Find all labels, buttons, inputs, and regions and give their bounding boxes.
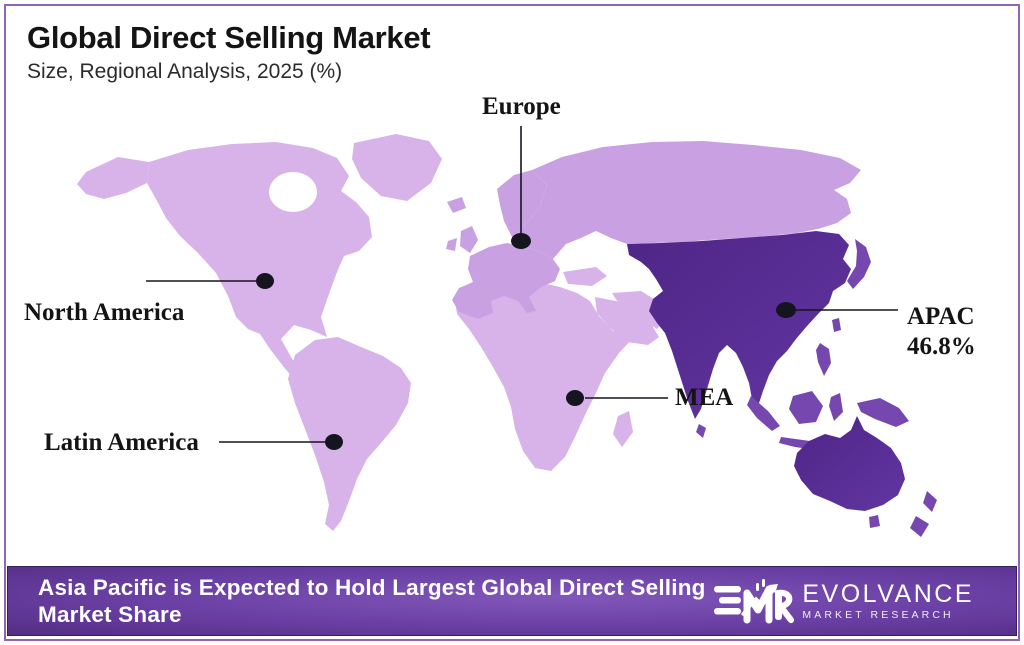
- region-borneo: [789, 391, 823, 424]
- region-japan: [847, 239, 871, 289]
- region-europe: [452, 243, 560, 319]
- region-philippines: [816, 343, 831, 376]
- footer-banner: Asia Pacific is Expected to Hold Largest…: [7, 566, 1017, 636]
- label-latin-america: Latin America: [44, 429, 199, 456]
- hudson-bay: [269, 172, 317, 212]
- region-tasmania: [869, 515, 880, 528]
- label-apac: APAC 46.8%: [907, 302, 976, 362]
- marker-dot-mea: [566, 390, 584, 406]
- region-sulawesi: [829, 393, 843, 421]
- region-australia: [794, 416, 905, 511]
- logo-brand: EVOLVANCE: [802, 579, 974, 608]
- region-iran: [612, 291, 665, 329]
- label-mea: MEA: [675, 384, 734, 411]
- emr-monogram-icon: [714, 579, 795, 624]
- region-turkey: [563, 267, 607, 286]
- region-new-zealand-north: [923, 491, 937, 512]
- region-iceland: [447, 197, 466, 213]
- region-russia: [513, 141, 861, 259]
- region-madagascar: [613, 411, 633, 447]
- region-sri-lanka: [696, 424, 706, 438]
- marker-dot-north-america: [256, 273, 274, 289]
- region-new-guinea: [857, 398, 909, 427]
- marker-dot-apac: [776, 302, 796, 318]
- region-north-america: [147, 142, 372, 389]
- region-new-zealand-south: [910, 516, 929, 537]
- region-greenland: [352, 134, 442, 201]
- logo-text: EVOLVANCE MARKET RESEARCH: [802, 579, 974, 621]
- region-scandinavia: [497, 170, 547, 239]
- page-title: Global Direct Selling Market: [27, 20, 431, 55]
- label-apac-value: 46.8%: [907, 333, 976, 360]
- region-taiwan: [832, 318, 841, 332]
- region-apac-asia: [627, 231, 851, 419]
- region-sumatra: [747, 396, 780, 431]
- region-latin-america: [288, 337, 411, 531]
- banner-headline: Asia Pacific is Expected to Hold Largest…: [38, 575, 706, 627]
- marker-dot-europe: [511, 233, 531, 249]
- region-ireland: [446, 238, 457, 251]
- label-europe: Europe: [482, 93, 561, 120]
- marker-dot-latin-america: [325, 434, 343, 450]
- region-uk: [460, 226, 478, 253]
- logo-tagline: MARKET RESEARCH: [802, 608, 954, 621]
- page-subtitle: Size, Regional Analysis, 2025 (%): [27, 60, 343, 83]
- region-arabia: [595, 297, 659, 345]
- evolvance-logo: EVOLVANCE MARKET RESEARCH: [712, 576, 974, 626]
- region-alaska: [77, 157, 149, 199]
- label-apac-name: APAC: [907, 303, 975, 330]
- region-africa: [455, 280, 634, 471]
- label-north-america: North America: [24, 299, 185, 326]
